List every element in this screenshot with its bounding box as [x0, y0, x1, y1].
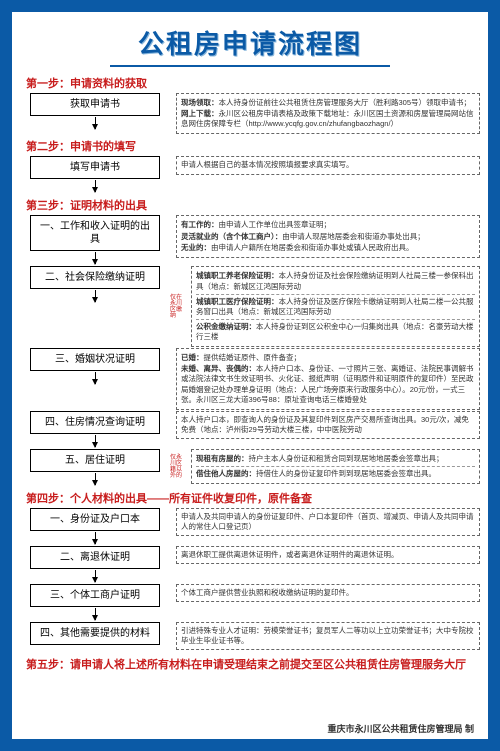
step3-desc2: 城镇职工养老保险证明：本人持身份证及社会保险缴纳证明到人社局三楼一参保科出具（地…: [191, 266, 480, 347]
step3-desc1: 有工作的：由申请人工作单位出具签章证明； 灵活就业的（含个体工商户）：由申请人现…: [176, 215, 480, 257]
arrow-icon: [95, 180, 96, 192]
step4-node2: 二、离退休证明: [30, 546, 160, 569]
step2-desc: 申请人根据自己的基本情况按照填报要求真实填写。: [176, 156, 480, 174]
step3-row2: 二、社会保险缴纳证明 仅在永川区缴纳 城镇职工养老保险证明：本人持身份证及社会保…: [20, 266, 480, 347]
arrow-icon: [95, 372, 96, 384]
step4-node1: 一、身份证及户口本: [30, 508, 160, 531]
step3-node2: 二、社会保险缴纳证明: [30, 266, 160, 289]
step3-desc3: 已婚：提供结婚证原件、原件备查； 未婚、离异、丧偶的：本人持户口本、身份证、一寸…: [176, 348, 480, 410]
arrow-icon: [95, 435, 96, 447]
step3-header: 第三步：证明材料的出具: [26, 197, 480, 213]
step3-node4: 四、住房情况查询证明: [30, 411, 160, 434]
arrow-icon: [95, 532, 96, 544]
arrow-icon: [95, 252, 96, 264]
step2-node: 填写申请书: [30, 156, 160, 179]
step3-row4: 四、住房情况查询证明 本人持户口本，即查询人的身份证及其复印件到区房产交易所查询…: [20, 411, 480, 448]
arrow-icon: [95, 290, 96, 302]
step4-header: 第四步：个人材料的出具——所有证件收复印件，原件备查: [26, 490, 480, 506]
side-note-1: 仅在永川区缴纳: [170, 295, 184, 319]
content-area: 第一步：申请资料的获取 获取申请书 现场领取：本人持身份证前往公共租赁住房管理服…: [12, 75, 488, 672]
step3-node1: 一、工作和收入证明的出具: [30, 215, 160, 251]
step1-node: 获取申请书: [30, 93, 160, 116]
step4-node3: 三、个体工商户证明: [30, 584, 160, 607]
step1-desc: 现场领取：本人持身份证前往公共租赁住房管理服务大厅（胜利路305号）领取申请书；…: [176, 93, 480, 134]
step3-desc5: 现租有房屋的：持户主本人身份证和租赁合同到现居地地居委会签章出具； 借住他人房屋…: [191, 449, 480, 484]
step4-desc4: 引进特殊专业人才证明：劳模荣誉证书；复员军人二等功以上立功荣誉证书；大中专院校毕…: [176, 622, 480, 650]
footer-credit: 重庆市永川区公共租赁住房管理局 制: [327, 722, 474, 735]
arrow-icon: [95, 570, 96, 582]
step4-desc1: 申请人及共同申请人的身份证复印件、户口本复印件（首页、增减页、申请人及共同申请人…: [176, 508, 480, 536]
step4-row1: 一、身份证及户口本 申请人及共同申请人的身份证复印件、户口本复印件（首页、增减页…: [20, 508, 480, 545]
step3-node5: 五、居住证明: [30, 449, 160, 472]
step4-desc2: 离退休职工提供离退休证明件，或者离退休证明件的离退休证明。: [176, 546, 480, 564]
step4-row3: 三、个体工商户证明 个体工商户提供营业执照和税收缴纳证明的复印件。: [20, 584, 480, 621]
arrow-icon: [95, 473, 96, 485]
side-note-2: 仅永川区籍以外的: [170, 455, 184, 479]
step1-row: 获取申请书 现场领取：本人持身份证前往公共租赁住房管理服务大厅（胜利路305号）…: [20, 93, 480, 134]
step3-row1: 一、工作和收入证明的出具 有工作的：由申请人工作单位出具签章证明； 灵活就业的（…: [20, 215, 480, 265]
step3-row5: 五、居住证明 仅永川区籍以外的 现租有房屋的：持户主本人身份证和租赁合同到现居地…: [20, 449, 480, 486]
step4-desc3: 个体工商户提供营业执照和税收缴纳证明的复印件。: [176, 584, 480, 602]
step3-row3: 三、婚姻状况证明 已婚：提供结婚证原件、原件备查； 未婚、离异、丧偶的：本人持户…: [20, 348, 480, 410]
step2-header: 第二步：申请书的填写: [26, 138, 480, 154]
step4-row2: 二、离退休证明 离退休职工提供离退休证明件，或者离退休证明件的离退休证明。: [20, 546, 480, 583]
title-underline: [110, 65, 390, 67]
step1-header: 第一步：申请资料的获取: [26, 75, 480, 91]
arrow-icon: [95, 117, 96, 129]
arrow-icon: [95, 608, 96, 620]
step5-header: 第五步：请申请人将上述所有材料在申请受理结束之前提交至区公共租赁住房管理服务大厅: [26, 656, 480, 672]
step2-row: 填写申请书 申请人根据自己的基本情况按照填报要求真实填写。: [20, 156, 480, 193]
step3-node3: 三、婚姻状况证明: [30, 348, 160, 371]
step4-node4: 四、其他需要提供的材料: [30, 622, 160, 645]
poster-frame: 公租房申请流程图 第一步：申请资料的获取 获取申请书 现场领取：本人持身份证前往…: [0, 0, 500, 751]
step4-row4: 四、其他需要提供的材料 引进特殊专业人才证明：劳模荣誉证书；复员军人二等功以上立…: [20, 622, 480, 650]
step3-desc4: 本人持户口本，即查询人的身份证及其复印件到区房产交易所查询出具。30元/次，减免…: [176, 411, 480, 439]
main-title: 公租房申请流程图: [12, 24, 488, 61]
